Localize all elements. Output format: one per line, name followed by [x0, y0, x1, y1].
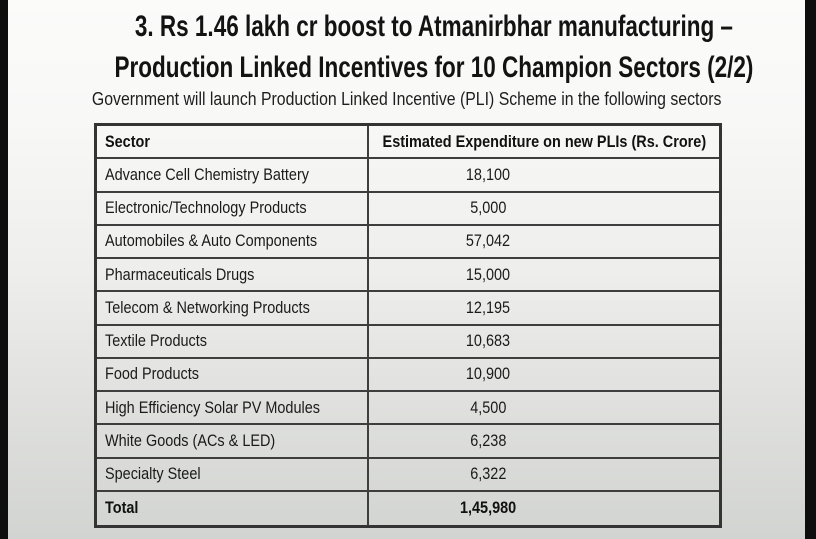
- value-cell: 4,500: [369, 392, 719, 423]
- expenditure-value: 5,000: [469, 198, 507, 218]
- expenditure-value: 10,900: [465, 364, 511, 384]
- sector-name: White Goods (ACs & LED): [105, 430, 276, 450]
- table-row: White Goods (ACs & LED) 6,238: [97, 425, 719, 459]
- table-row: Food Products 10,900: [97, 358, 719, 392]
- value-cell: 57,042: [369, 226, 719, 257]
- pli-expenditure-table: Sector Estimated Expenditure on new PLIs…: [94, 123, 722, 528]
- total-value: 1,45,980: [459, 498, 517, 518]
- header-expenditure-label: Estimated Expenditure on new PLIs (Rs. C…: [382, 131, 706, 151]
- table-row: Automobiles & Auto Components 57,042: [97, 225, 719, 259]
- slide-subtitle-text: Government will launch Production Linked…: [91, 89, 722, 109]
- sector-cell: Telecom & Networking Products: [97, 292, 369, 324]
- table-row: Pharmaceuticals Drugs 15,000: [97, 259, 719, 293]
- expenditure-value: 18,100: [465, 164, 511, 184]
- table-row: Textile Products 10,683: [97, 325, 719, 359]
- total-label: Total: [105, 498, 139, 518]
- table-row: Electronic/Technology Products 5,000: [97, 192, 719, 226]
- sector-cell: Food Products: [97, 358, 369, 390]
- header-cell-expenditure: Estimated Expenditure on new PLIs (Rs. C…: [369, 126, 719, 157]
- sector-name: Textile Products: [105, 331, 207, 351]
- expenditure-value: 6,322: [469, 464, 507, 484]
- table-total-row: Total 1,45,980: [97, 491, 719, 525]
- sector-cell: Advance Cell Chemistry Battery: [97, 159, 369, 191]
- expenditure-value: 15,000: [465, 264, 511, 284]
- sector-name: Specialty Steel: [105, 464, 201, 484]
- video-pillar-bar-right: [805, 0, 816, 539]
- sector-name: Food Products: [105, 364, 199, 384]
- value-cell: 6,322: [369, 459, 719, 490]
- expenditure-value: 4,500: [469, 397, 507, 417]
- value-cell: 6,238: [369, 425, 719, 456]
- sector-cell: White Goods (ACs & LED): [97, 425, 369, 457]
- sector-name: Pharmaceuticals Drugs: [105, 264, 255, 284]
- slide-title: 3. Rs 1.46 lakh cr boost to Atmanirbhar …: [8, 6, 805, 88]
- sector-cell: Electronic/Technology Products: [97, 192, 369, 224]
- sector-name: Automobiles & Auto Components: [105, 231, 318, 251]
- sector-cell: Pharmaceuticals Drugs: [97, 259, 369, 291]
- value-cell: 5,000: [369, 193, 719, 224]
- sector-name: High Efficiency Solar PV Modules: [105, 397, 320, 417]
- value-cell: 15,000: [369, 259, 719, 290]
- expenditure-value: 10,683: [465, 331, 511, 351]
- value-cell: 10,900: [369, 359, 719, 390]
- slide-subtitle: Government will launch Production Linked…: [8, 87, 805, 111]
- sector-cell: Specialty Steel: [97, 458, 369, 490]
- table-row: High Efficiency Solar PV Modules 4,500: [97, 392, 719, 426]
- expenditure-value: 12,195: [465, 297, 511, 317]
- expenditure-value: 57,042: [465, 231, 511, 251]
- header-cell-sector: Sector: [97, 126, 369, 158]
- table-row: Specialty Steel 6,322: [97, 458, 719, 492]
- value-cell: 12,195: [369, 292, 719, 323]
- expenditure-value: 6,238: [469, 430, 507, 450]
- value-cell: 18,100: [369, 159, 719, 190]
- sector-cell: High Efficiency Solar PV Modules: [97, 392, 369, 424]
- sector-cell: Textile Products: [97, 325, 369, 357]
- slide-title-line1: 3. Rs 1.46 lakh cr boost to Atmanirbhar …: [134, 10, 733, 43]
- table-row: Telecom & Networking Products 12,195: [97, 292, 719, 326]
- total-label-cell: Total: [97, 491, 369, 525]
- header-sector-label: Sector: [105, 131, 150, 151]
- slide-title-line2: Production Linked Incentives for 10 Cham…: [114, 51, 754, 84]
- sector-cell: Automobiles & Auto Components: [97, 225, 369, 257]
- table-row: Advance Cell Chemistry Battery 18,100: [97, 159, 719, 193]
- value-cell: 10,683: [369, 326, 719, 357]
- total-value-cell: 1,45,980: [369, 492, 719, 525]
- sector-name: Advance Cell Chemistry Battery: [105, 164, 309, 184]
- sector-name: Telecom & Networking Products: [105, 297, 310, 317]
- table-header-row: Sector Estimated Expenditure on new PLIs…: [97, 126, 719, 160]
- sector-name: Electronic/Technology Products: [105, 198, 307, 218]
- video-pillar-bar-left: [0, 0, 8, 539]
